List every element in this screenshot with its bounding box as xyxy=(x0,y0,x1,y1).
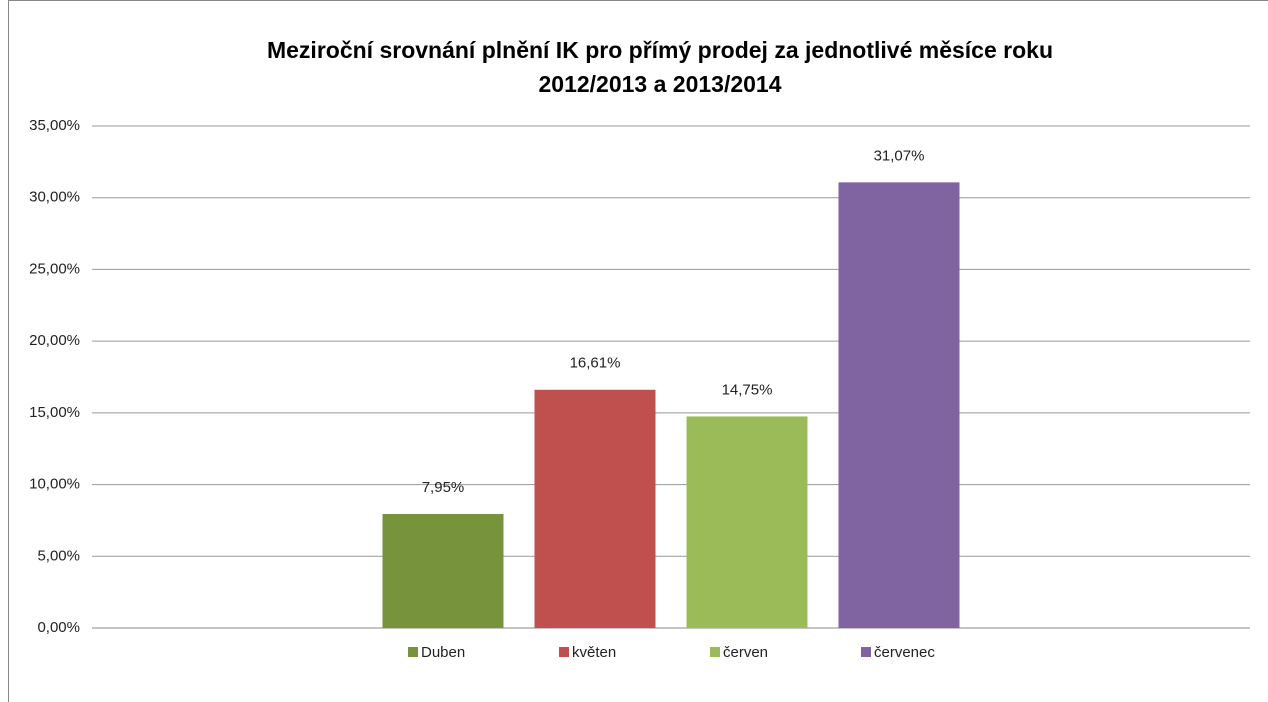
legend-swatch xyxy=(408,647,418,657)
bar xyxy=(382,513,504,628)
data-label: 14,75% xyxy=(722,381,773,398)
data-label: 31,07% xyxy=(874,147,925,164)
legend-swatch xyxy=(861,647,871,657)
legend-label: květen xyxy=(572,644,616,661)
legend-swatch xyxy=(559,647,569,657)
legend-label: červen xyxy=(723,644,768,661)
y-tick-label: 5,00% xyxy=(37,547,80,564)
bar xyxy=(838,182,960,628)
chart-title: 2012/2013 a 2013/2014 xyxy=(538,71,781,97)
chart-title: Meziroční srovnání plnění IK pro přímý p… xyxy=(267,37,1053,63)
legend-label: Duben xyxy=(421,644,465,661)
data-label: 16,61% xyxy=(570,355,621,372)
data-label: 7,95% xyxy=(422,479,465,496)
y-tick-label: 15,00% xyxy=(29,404,80,421)
y-tick-label: 20,00% xyxy=(29,332,80,349)
y-tick-label: 30,00% xyxy=(29,189,80,206)
bar xyxy=(686,416,808,628)
chart-frame xyxy=(8,0,1268,702)
y-tick-label: 35,00% xyxy=(29,117,80,134)
y-tick-label: 10,00% xyxy=(29,476,80,493)
y-tick-label: 0,00% xyxy=(37,619,80,636)
bar xyxy=(534,389,656,628)
legend-swatch xyxy=(710,647,720,657)
legend-label: červenec xyxy=(874,644,935,661)
y-tick-label: 25,00% xyxy=(29,260,80,277)
